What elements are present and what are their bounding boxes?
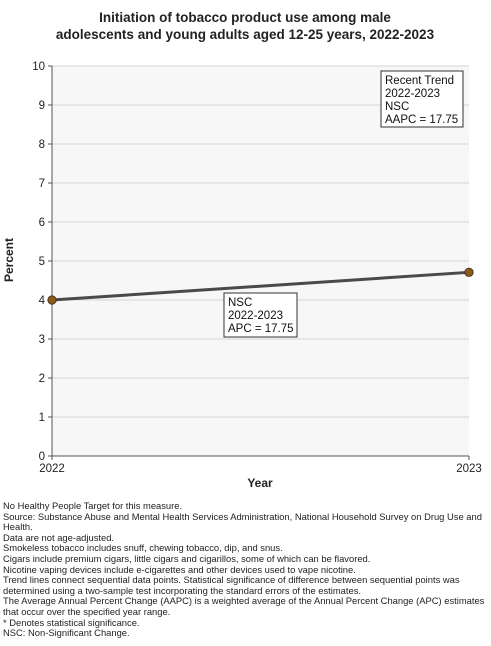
y-tick-label: 10 <box>32 61 45 73</box>
y-tick-label: 3 <box>39 334 45 346</box>
recent-trend-line-1: Recent Trend <box>385 75 454 87</box>
footnote: NSC: Non-Significant Change. <box>3 627 130 639</box>
segment-annotation-line-2: 2022-2023 <box>228 310 283 322</box>
chart-title-line-2: adolescents and young adults aged 12-25 … <box>56 27 435 42</box>
recent-trend-line-2: 2022-2023 <box>385 88 440 100</box>
footnote: Trend lines connect sequential data poin… <box>3 574 460 596</box>
segment-annotation: NSC 2022-2023 APC = 17.75 <box>223 292 298 338</box>
y-tick-label: 9 <box>39 100 45 112</box>
y-tick-label: 0 <box>39 451 45 463</box>
footnote: No Healthy People Target for this measur… <box>3 500 183 511</box>
y-tick-label: 2 <box>39 373 45 385</box>
footnote: The Average Annual Percent Change (AAPC)… <box>3 595 485 617</box>
footnote: * Denotes statistical significance. <box>3 616 140 628</box>
x-tick-labels: 2022 2023 <box>39 456 482 475</box>
x-tick-label: 2023 <box>456 463 482 475</box>
recent-trend-line-4: AAPC = 17.75 <box>385 114 458 126</box>
segment-annotation-line-3: APC = 17.75 <box>228 323 294 335</box>
segment-annotation-line-1: NSC <box>228 297 252 309</box>
footnotes: No Healthy People Target for this measur… <box>3 500 489 639</box>
footnote: Cigars include premium cigars, little ci… <box>3 552 371 564</box>
y-tick-label: 8 <box>39 139 45 151</box>
line-chart: Initiation of tobacco product use among … <box>2 10 482 490</box>
footnote: Data are not age-adjusted. <box>3 531 115 543</box>
y-tick-label: 4 <box>39 295 46 307</box>
recent-trend-annotation: Recent Trend 2022-2023 NSC AAPC = 17.75 <box>380 70 464 128</box>
annotations: NSC 2022-2023 APC = 17.75 Recent Trend 2… <box>223 70 464 338</box>
footnote: Smokeless tobacco includes snuff, chewin… <box>3 542 283 554</box>
chart-title-line-1: Initiation of tobacco product use among … <box>99 10 391 25</box>
y-tick-label: 7 <box>39 178 45 190</box>
footnote: Nicotine vaping devices include e-cigare… <box>3 563 356 575</box>
y-tick-label: 6 <box>39 217 45 229</box>
recent-trend-line-3: NSC <box>385 101 409 113</box>
y-tick-label: 5 <box>39 256 45 268</box>
y-axis-label: Percent <box>2 238 16 282</box>
footnote: Source: Substance Abuse and Mental Healt… <box>3 510 482 533</box>
y-tick-label: 1 <box>39 412 45 424</box>
series-line <box>51 270 470 302</box>
data-point <box>464 267 474 277</box>
grid-lines <box>52 65 469 418</box>
x-axis-label: Year <box>247 476 273 490</box>
y-tick-labels: 0 1 2 3 4 5 6 7 8 9 10 <box>32 61 52 463</box>
data-point <box>47 295 57 305</box>
x-tick-label: 2022 <box>39 463 65 475</box>
data-series <box>47 267 474 305</box>
